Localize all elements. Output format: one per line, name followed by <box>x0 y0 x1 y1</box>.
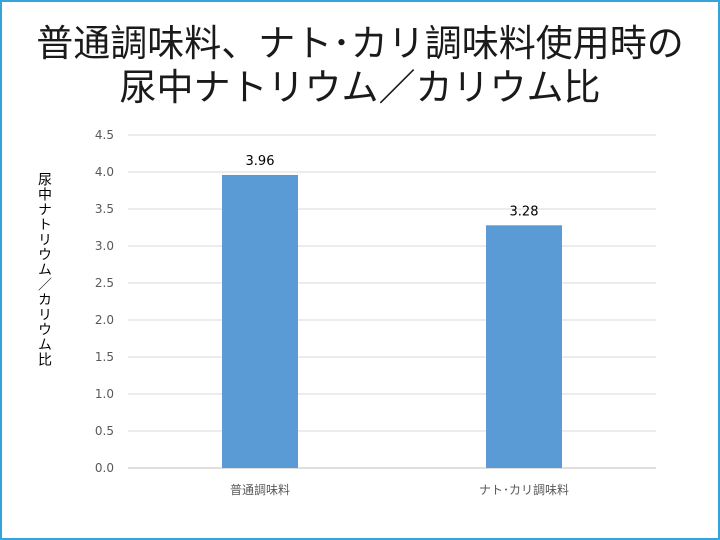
category-label: 普通調味料 <box>230 483 290 497</box>
category-label: ナト･カリ調味料 <box>479 483 569 497</box>
y-tick-labels: 0.0 0.5 1.0 1.5 2.0 2.5 3.0 3.5 4.0 4.5 <box>95 128 114 475</box>
y-tick-label: 4.5 <box>95 128 114 142</box>
data-label: 3.96 <box>246 154 275 169</box>
y-tick-label: 2.0 <box>95 313 114 327</box>
y-tick-label: 0.5 <box>95 424 114 438</box>
chart-title: 普通調味料、ナト･カリ調味料使用時の 尿中ナトリウム／カリウム比 <box>0 22 720 110</box>
bar <box>222 174 298 468</box>
data-labels: 3.96 3.28 <box>246 154 539 219</box>
chart-title-line1: 普通調味料、ナト･カリ調味料使用時の <box>36 22 684 65</box>
bars <box>222 174 562 468</box>
y-tick-label: 1.5 <box>95 350 114 364</box>
y-tick-label: 4.0 <box>95 165 114 179</box>
gridlines <box>128 134 656 469</box>
y-axis-label: 尿中ナトリウム／カリウム比 <box>36 172 52 367</box>
category-labels: 普通調味料 ナト･カリ調味料 <box>230 483 569 497</box>
y-tick-label: 0.0 <box>95 461 114 475</box>
y-tick-label: 3.5 <box>95 202 114 216</box>
data-label: 3.28 <box>510 204 539 219</box>
y-tick-label: 2.5 <box>95 276 114 290</box>
bar <box>486 225 562 468</box>
y-tick-label: 1.0 <box>95 387 114 401</box>
chart-title-line2: 尿中ナトリウム／カリウム比 <box>119 66 601 109</box>
y-tick-label: 3.0 <box>95 239 114 253</box>
